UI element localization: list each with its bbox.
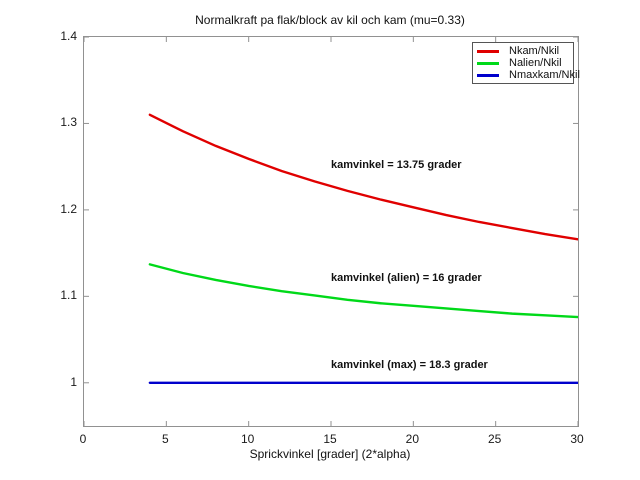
y-tick-label: 1.2 bbox=[60, 201, 77, 216]
y-tick-label: 1.1 bbox=[60, 288, 77, 303]
x-tick-label: 15 bbox=[323, 432, 337, 446]
plot-canvas bbox=[84, 37, 578, 426]
x-tick-label: 25 bbox=[487, 432, 502, 446]
x-tick-label: 10 bbox=[240, 432, 255, 446]
x-axis-label: Sprickvinkel [grader] (2*alpha) bbox=[249, 447, 411, 461]
y-tick-label: 1.4 bbox=[60, 29, 77, 43]
legend-label: Nkam/Nkil bbox=[509, 45, 560, 57]
legend-label: Nalien/Nkil bbox=[509, 57, 562, 69]
legend-item: Nkam/Nkil bbox=[473, 45, 573, 57]
legend-label: Nmaxkam/Nkil bbox=[509, 69, 580, 81]
legend-line-swatch bbox=[477, 73, 499, 77]
x-tick-label: 5 bbox=[161, 432, 169, 446]
x-tick-label: 20 bbox=[405, 432, 419, 446]
chart-title: Normalkraft pa flak/block av kil och kam… bbox=[195, 13, 465, 27]
curve-annotation: kamvinkel (alien) = 16 grader bbox=[331, 272, 482, 285]
series-line-nalien-nkil bbox=[148, 263, 578, 319]
curve-annotation: kamvinkel = 13.75 grader bbox=[331, 158, 462, 171]
legend-line-swatch bbox=[477, 61, 499, 65]
x-tick-label: 30 bbox=[570, 432, 584, 446]
y-tick-label: 1 bbox=[70, 374, 77, 389]
series-line-nkam-nkil bbox=[148, 113, 578, 241]
legend-item: Nalien/Nkil bbox=[473, 57, 573, 69]
plot-area: kamvinkel = 13.75 grader kamvinkel (alien… bbox=[83, 36, 580, 427]
y-tick-label: 1.3 bbox=[60, 115, 77, 130]
x-tick-label: 0 bbox=[79, 432, 87, 446]
legend-line-swatch bbox=[477, 49, 499, 53]
curve-annotation: kamvinkel (max) = 18.3 grader bbox=[331, 359, 488, 372]
legend-item: Nmaxkam/Nkil bbox=[473, 69, 580, 81]
legend-box: Nkam/Nkil Nalien/Nkil Nmaxkam/Nkil bbox=[472, 42, 580, 84]
